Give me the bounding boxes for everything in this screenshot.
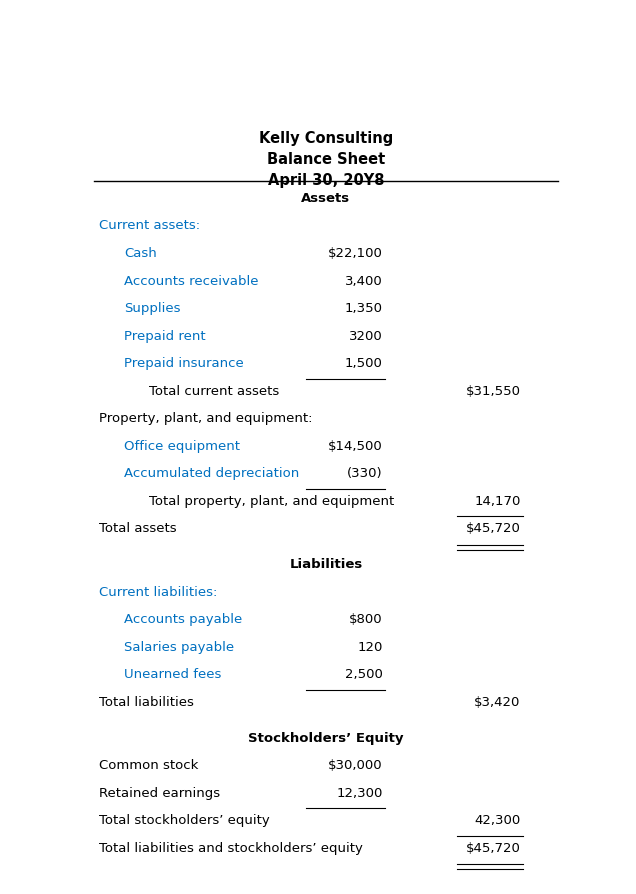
Text: Supplies: Supplies (124, 302, 181, 315)
Text: 12,300: 12,300 (336, 787, 383, 800)
Text: Total liabilities and stockholders’ equity: Total liabilities and stockholders’ equi… (99, 842, 363, 855)
Text: Prepaid rent: Prepaid rent (124, 330, 205, 342)
Text: Total assets: Total assets (99, 522, 177, 536)
Text: $22,100: $22,100 (328, 247, 383, 260)
Text: Total property, plant, and equipment: Total property, plant, and equipment (149, 495, 394, 508)
Text: Office equipment: Office equipment (124, 440, 240, 452)
Text: $45,720: $45,720 (466, 842, 521, 855)
Text: Total stockholders’ equity: Total stockholders’ equity (99, 814, 270, 827)
Text: $14,500: $14,500 (328, 440, 383, 452)
Text: Stockholders’ Equity: Stockholders’ Equity (248, 731, 404, 745)
Text: 42,300: 42,300 (474, 814, 521, 827)
Text: April 30, 20Y8: April 30, 20Y8 (268, 173, 384, 188)
Text: Liabilities: Liabilities (289, 558, 363, 571)
Text: Accumulated depreciation: Accumulated depreciation (124, 468, 299, 480)
Text: Current liabilities:: Current liabilities: (99, 586, 218, 599)
Text: Accounts receivable: Accounts receivable (124, 274, 258, 288)
Text: 3200: 3200 (349, 330, 383, 342)
Text: $3,420: $3,420 (474, 696, 521, 709)
Text: 2,500: 2,500 (345, 669, 383, 681)
Text: Assets: Assets (301, 192, 350, 205)
Text: Current assets:: Current assets: (99, 220, 200, 232)
Text: Salaries payable: Salaries payable (124, 641, 234, 654)
Text: Common stock: Common stock (99, 759, 198, 772)
Text: Kelly Consulting: Kelly Consulting (259, 131, 393, 147)
Text: $31,550: $31,550 (466, 384, 521, 398)
Text: Accounts payable: Accounts payable (124, 613, 242, 626)
Text: 120: 120 (357, 641, 383, 654)
Text: 1,500: 1,500 (345, 358, 383, 370)
Text: $30,000: $30,000 (328, 759, 383, 772)
Text: Total liabilities: Total liabilities (99, 696, 194, 709)
Text: Unearned fees: Unearned fees (124, 669, 221, 681)
Text: 3,400: 3,400 (345, 274, 383, 288)
Text: (330): (330) (347, 468, 383, 480)
Text: Cash: Cash (124, 247, 156, 260)
Text: 1,350: 1,350 (345, 302, 383, 315)
Text: 14,170: 14,170 (474, 495, 521, 508)
Text: Balance Sheet: Balance Sheet (267, 152, 385, 167)
Text: $800: $800 (349, 613, 383, 626)
Text: Total current assets: Total current assets (149, 384, 279, 398)
Text: Retained earnings: Retained earnings (99, 787, 220, 800)
Text: Property, plant, and equipment:: Property, plant, and equipment: (99, 412, 313, 426)
Text: Prepaid insurance: Prepaid insurance (124, 358, 244, 370)
Text: $45,720: $45,720 (466, 522, 521, 536)
